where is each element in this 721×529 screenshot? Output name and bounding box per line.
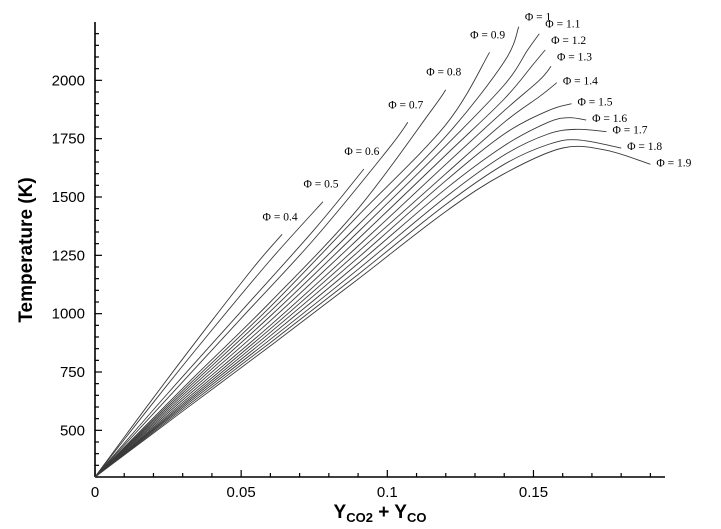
series-line xyxy=(94,26,520,478)
x-axis-title: YCO2 + YCO xyxy=(334,502,427,525)
series-label: Φ = 1.9 xyxy=(656,157,691,169)
y-tick-label: 1000 xyxy=(52,306,85,323)
curves xyxy=(94,26,651,478)
series-label: Φ = 0.8 xyxy=(426,67,461,79)
x-tick-label: 0.15 xyxy=(519,484,548,501)
series-label: Φ = 1.7 xyxy=(613,125,648,137)
series-label: Φ = 1.3 xyxy=(557,51,592,63)
x-tick-label: 0.1 xyxy=(377,484,398,501)
series-line xyxy=(94,66,552,478)
series-label: Φ = 0.7 xyxy=(388,99,423,111)
x-axis-title-sub1: CO2 xyxy=(346,510,373,525)
series-line xyxy=(94,122,409,478)
x-axis-title-y1: Y xyxy=(334,502,347,523)
series-label: Φ = 0.6 xyxy=(344,146,379,158)
x-axis-title-mid: + Y xyxy=(373,502,407,523)
series-label: Φ = 1.1 xyxy=(545,19,580,31)
series-line xyxy=(94,49,546,478)
series-line xyxy=(94,234,283,478)
x-tick-label: 0 xyxy=(91,484,99,501)
series-line xyxy=(94,201,324,478)
series-label: Φ = 1.4 xyxy=(563,76,598,88)
series-line xyxy=(94,33,540,478)
y-tick-label: 1250 xyxy=(52,247,85,264)
series-line xyxy=(94,117,587,478)
series-line xyxy=(94,82,558,478)
series-label: Φ = 1.6 xyxy=(592,113,627,125)
series-label: Φ = 1.5 xyxy=(577,97,612,109)
y-tick-label: 1750 xyxy=(52,131,85,148)
series-label: Φ = 1.8 xyxy=(627,141,662,153)
y-tick-label: 750 xyxy=(60,364,85,381)
series-label: Φ = 0.4 xyxy=(263,211,298,223)
y-tick-label: 500 xyxy=(60,422,85,439)
curve-labels: Φ = 0.4 Φ = 0.5 Φ = 0.6 Φ = 0.7 Φ = 0.8 Φ = 0… xyxy=(263,12,692,224)
axes xyxy=(94,22,665,478)
y-ticks: 500 750 1000 1250 1500 1750 2000 xyxy=(52,33,102,466)
series-line xyxy=(94,103,572,478)
y-tick-label: 1500 xyxy=(52,189,85,206)
y-axis-title: Temperature (K) xyxy=(16,177,37,322)
series-line xyxy=(94,168,365,478)
series-line xyxy=(94,89,447,478)
series-line xyxy=(94,52,490,478)
series-line xyxy=(94,128,607,478)
series-label: Φ = 0.9 xyxy=(470,29,505,41)
series-line xyxy=(94,145,651,478)
series-label: Φ = 1.2 xyxy=(551,35,586,47)
series-label: Φ = 0.5 xyxy=(303,179,338,191)
x-ticks: 0 0.05 0.1 0.15 xyxy=(91,470,651,501)
x-tick-label: 0.05 xyxy=(227,484,256,501)
y-tick-label: 2000 xyxy=(52,72,85,89)
series-line xyxy=(94,139,622,478)
x-axis-title-sub2: CO xyxy=(407,510,427,525)
series-label: Φ = 1 xyxy=(525,12,552,24)
